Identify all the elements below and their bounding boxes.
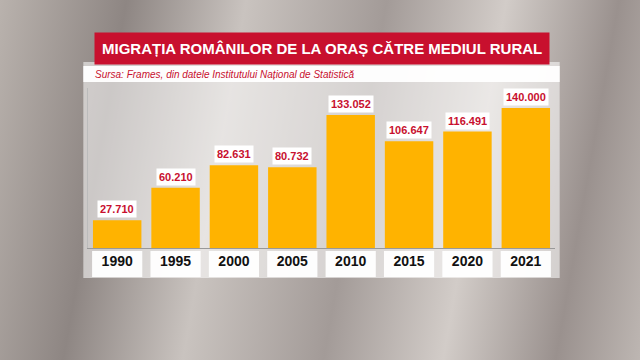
svg-text:133.052: 133.052: [331, 98, 371, 110]
svg-text:106.647: 106.647: [389, 124, 429, 136]
svg-text:27.710: 27.710: [100, 203, 134, 215]
svg-text:60.210: 60.210: [159, 171, 193, 183]
svg-text:2015: 2015: [393, 253, 424, 269]
svg-text:2021: 2021: [510, 253, 541, 269]
svg-text:2020: 2020: [452, 253, 483, 269]
svg-text:1990: 1990: [102, 253, 133, 269]
svg-text:82.631: 82.631: [217, 148, 251, 160]
svg-text:2010: 2010: [335, 253, 366, 269]
svg-text:2000: 2000: [218, 253, 249, 269]
svg-text:Sursa: Frames, din datele Inst: Sursa: Frames, din datele Institutului N…: [95, 69, 354, 80]
svg-text:2005: 2005: [277, 253, 308, 269]
svg-text:116.491: 116.491: [448, 115, 487, 127]
svg-text:1995: 1995: [160, 253, 191, 269]
svg-text:140.000: 140.000: [506, 91, 546, 103]
svg-text:MIGRAȚIA ROMÂNILOR DE LA ORAȘ: MIGRAȚIA ROMÂNILOR DE LA ORAȘ CĂTRE MEDI…: [102, 40, 542, 57]
svg-text:80.732: 80.732: [275, 150, 309, 162]
